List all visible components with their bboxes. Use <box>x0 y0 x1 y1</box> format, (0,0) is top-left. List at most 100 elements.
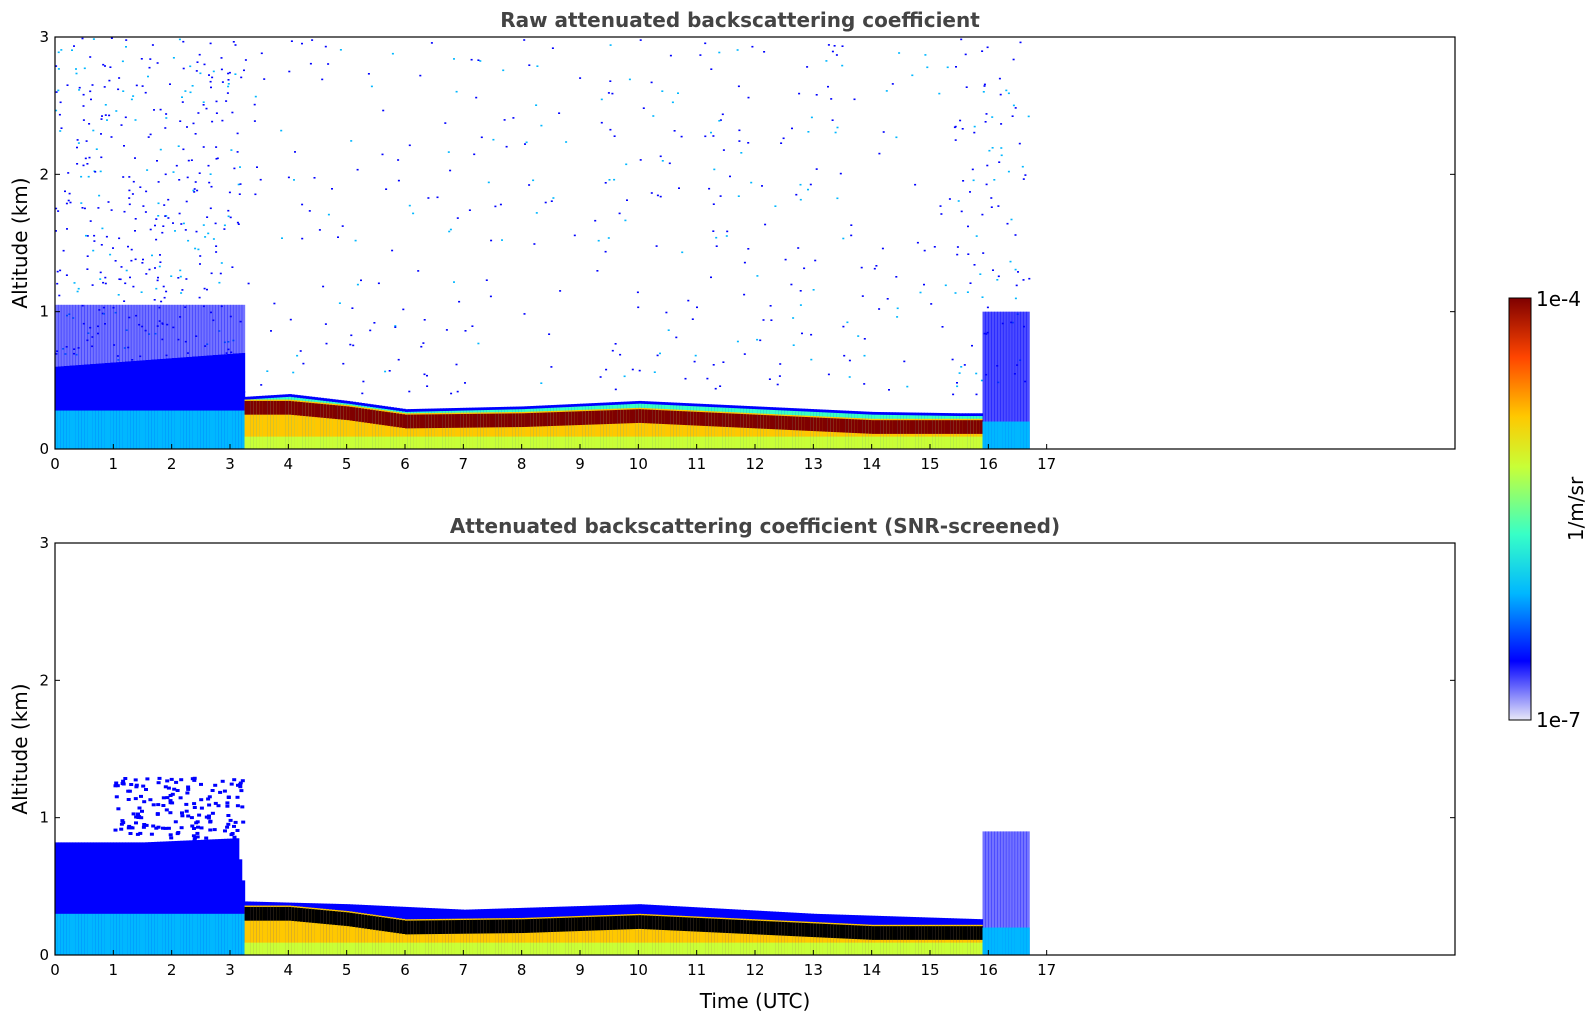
noise-pixel <box>225 100 228 102</box>
column-segment <box>661 410 666 425</box>
column-segment <box>647 914 651 955</box>
column-segment <box>810 436 814 449</box>
noise-pixel <box>134 218 137 220</box>
column-segment <box>489 412 494 449</box>
column-segment <box>95 363 100 449</box>
noise-pixel <box>850 224 853 226</box>
column-segment <box>906 436 911 449</box>
column-segment <box>282 906 287 921</box>
noise-pixel <box>123 145 125 147</box>
noise-pixel <box>356 168 359 171</box>
column-segment <box>702 436 707 449</box>
column-segment <box>965 420 969 434</box>
column-segment <box>892 420 896 434</box>
noise-pixel <box>814 259 817 262</box>
column-segment <box>1026 311 1030 449</box>
column-segment <box>259 399 263 449</box>
column-segment <box>807 942 812 955</box>
noise-pixel <box>600 98 603 101</box>
column-segment <box>367 409 371 424</box>
column-segment <box>536 411 540 449</box>
column-segment <box>265 436 269 449</box>
column-segment <box>760 414 765 429</box>
column-segment <box>962 942 966 955</box>
column-segment <box>585 942 590 955</box>
noise-pixel <box>981 50 984 52</box>
noise-pixel <box>623 375 626 378</box>
column-segment <box>612 408 616 449</box>
noise-pixel <box>56 270 59 273</box>
column-segment <box>375 409 380 449</box>
column-segment <box>991 311 995 449</box>
column-segment <box>740 413 744 428</box>
column-segment <box>352 405 357 449</box>
column-segment <box>501 919 505 934</box>
column-segment <box>384 436 389 449</box>
column-segment <box>507 413 511 428</box>
noise-pixel <box>381 153 384 156</box>
column-segment <box>737 412 742 449</box>
column-segment <box>956 420 960 434</box>
column-segment <box>57 410 62 449</box>
noise-pixel <box>62 249 65 252</box>
column-segment <box>752 413 756 449</box>
noise-pixel <box>229 782 234 786</box>
column-segment <box>868 436 873 449</box>
column-segment <box>798 922 803 937</box>
column-segment <box>212 304 217 356</box>
column-segment <box>174 410 179 449</box>
noise-pixel <box>799 290 802 292</box>
column-segment <box>550 942 555 955</box>
column-segment <box>332 909 336 955</box>
noise-pixel <box>57 210 60 212</box>
column-segment <box>854 923 858 955</box>
noise-pixel <box>121 779 126 783</box>
column-segment <box>381 917 386 932</box>
column-segment <box>772 942 777 955</box>
column-segment <box>819 922 823 955</box>
column-segment <box>314 908 319 955</box>
column-segment <box>381 409 386 449</box>
column-segment <box>588 410 593 425</box>
column-segment <box>55 304 59 367</box>
column-segment <box>743 436 747 449</box>
column-segment <box>889 926 893 940</box>
column-segment <box>180 840 184 955</box>
noise-pixel <box>992 269 994 271</box>
noise-pixel <box>184 90 187 92</box>
column-segment <box>892 926 896 940</box>
noise-pixel <box>930 303 933 305</box>
column-segment <box>323 942 327 955</box>
noise-pixel <box>420 345 423 348</box>
column-segment <box>580 411 584 425</box>
column-segment <box>682 409 686 449</box>
x-tick-label: 6 <box>400 961 410 979</box>
noise-pixel <box>146 169 149 171</box>
x-tick-label: 15 <box>920 455 939 473</box>
noise-pixel <box>91 284 94 286</box>
column-segment <box>734 412 739 449</box>
column-segment <box>390 411 394 449</box>
column-segment <box>650 915 654 930</box>
noise-pixel <box>118 237 121 240</box>
column-segment <box>822 417 826 432</box>
column-segment <box>1011 927 1016 955</box>
noise-pixel <box>665 311 668 314</box>
column-segment <box>565 411 569 426</box>
column-segment <box>597 436 602 449</box>
column-segment <box>577 409 581 449</box>
column-segment <box>527 413 532 427</box>
noise-pixel <box>238 783 243 787</box>
column-segment <box>644 914 648 955</box>
column-segment <box>349 942 354 955</box>
noise-pixel <box>121 821 126 825</box>
column-segment <box>848 419 852 433</box>
column-segment <box>63 410 68 449</box>
column-segment <box>273 906 278 921</box>
noise-pixel <box>426 385 429 387</box>
noise-pixel <box>192 776 197 780</box>
column-segment <box>775 415 779 430</box>
column-segment <box>390 918 394 933</box>
column-segment <box>950 942 954 955</box>
noise-pixel <box>792 317 795 319</box>
